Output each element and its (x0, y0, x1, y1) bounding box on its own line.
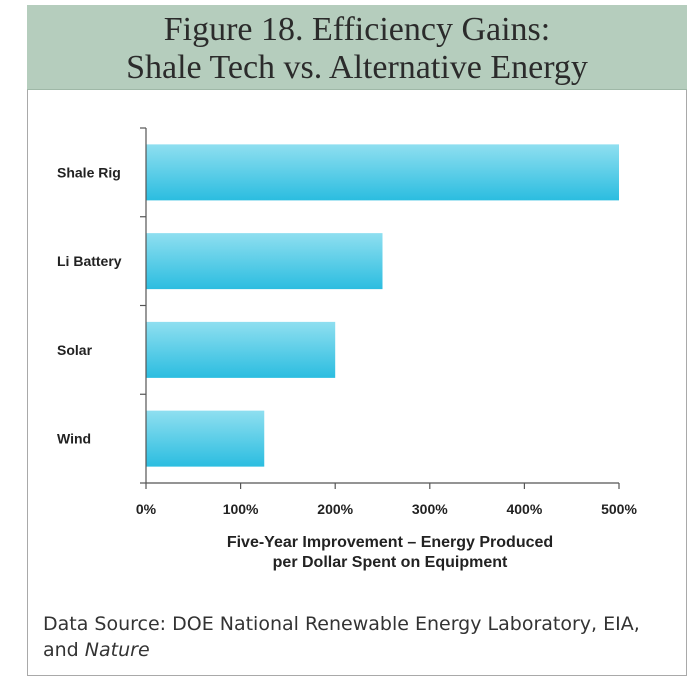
bar-wind (146, 410, 265, 467)
x-tick-label-0: 0% (136, 501, 157, 517)
bar-solar (146, 321, 336, 378)
data-source-note: Data Source: DOE National Renewable Ener… (43, 611, 683, 663)
x-axis-label-line-1: Five-Year Improvement – Energy Produced (226, 534, 554, 551)
chart-title-line-1: Figure 18. Efficiency Gains: (163, 11, 551, 48)
x-tick-label-2: 200% (317, 501, 353, 517)
category-label-solar: Solar (57, 342, 93, 358)
bar-li-battery (146, 233, 383, 290)
chart-title-line-2: Shale Tech vs. Alternative Energy (126, 49, 588, 86)
x-axis-label: Five-Year Improvement – Energy Produced … (180, 533, 600, 573)
data-source-and: and (43, 639, 85, 661)
data-source-line-1: Data Source: DOE National Renewable Ener… (43, 613, 640, 635)
category-label-li-battery: Li Battery (57, 253, 122, 269)
x-tick-label-3: 300% (412, 501, 448, 517)
bars-layer (146, 144, 619, 467)
category-label-wind: Wind (57, 431, 91, 447)
figure-header: Figure 18. Efficiency Gains: Shale Tech … (27, 5, 687, 90)
data-source-nature: Nature (84, 639, 150, 661)
axes-layer (140, 127, 620, 489)
bar-shale-rig (146, 144, 619, 201)
x-axis-label-line-2: per Dollar Spent on Equipment (272, 554, 508, 571)
figure-frame (27, 5, 687, 676)
x-tick-label-1: 100% (223, 501, 259, 517)
chart-title: Figure 18. Efficiency Gains: Shale Tech … (27, 11, 687, 87)
x-tick-label-4: 400% (506, 501, 542, 517)
x-tick-label-5: 500% (601, 501, 637, 517)
category-label-shale-rig: Shale Rig (57, 164, 121, 180)
data-source-line-2: and Nature (43, 637, 683, 663)
labels-layer: Shale Rig Li Battery Solar Wind 0% 100% 200% 30… (57, 164, 637, 517)
